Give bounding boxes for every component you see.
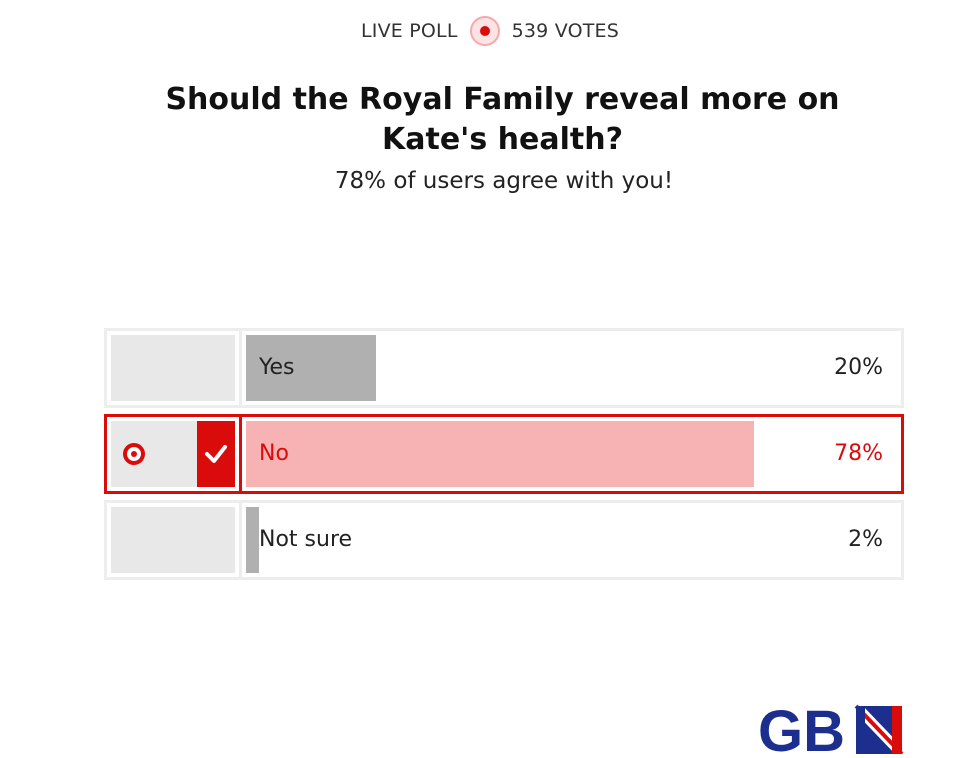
result-bar <box>246 335 376 401</box>
option-label: No <box>259 441 289 466</box>
live-indicator-icon <box>469 16 500 46</box>
poll-options: Yes 20% No 78% Not sure 2% <box>104 328 904 586</box>
option-percent: 78% <box>834 441 883 466</box>
live-poll-label: LIVE POLL <box>360 20 458 42</box>
poll-option-not-sure[interactable]: Not sure 2% <box>104 500 904 580</box>
option-select-box[interactable] <box>111 507 235 573</box>
result-bar <box>246 421 754 487</box>
selected-radio-icon <box>123 443 145 465</box>
poll-option-no[interactable]: No 78% <box>104 414 904 494</box>
svg-text:GB: GB <box>758 704 845 754</box>
checkmark-icon <box>197 421 235 487</box>
poll-option-yes[interactable]: Yes 20% <box>104 328 904 408</box>
option-divider <box>239 331 242 405</box>
result-bar <box>246 507 259 573</box>
option-divider <box>239 417 242 491</box>
option-divider <box>239 503 242 577</box>
votes-count: 539 VOTES <box>511 20 620 42</box>
option-label: Not sure <box>259 527 353 552</box>
poll-header: LIVE POLL 539 VOTES <box>0 16 980 46</box>
gbn-logo: GB <box>758 699 906 758</box>
option-select-box[interactable] <box>111 335 235 401</box>
option-percent: 20% <box>834 355 883 380</box>
option-label: Yes <box>259 355 295 380</box>
poll-result-message: 78% of users agree with you! <box>334 168 674 194</box>
poll-question: Should the Royal Family reveal more on K… <box>165 82 840 157</box>
option-percent: 2% <box>848 527 883 552</box>
